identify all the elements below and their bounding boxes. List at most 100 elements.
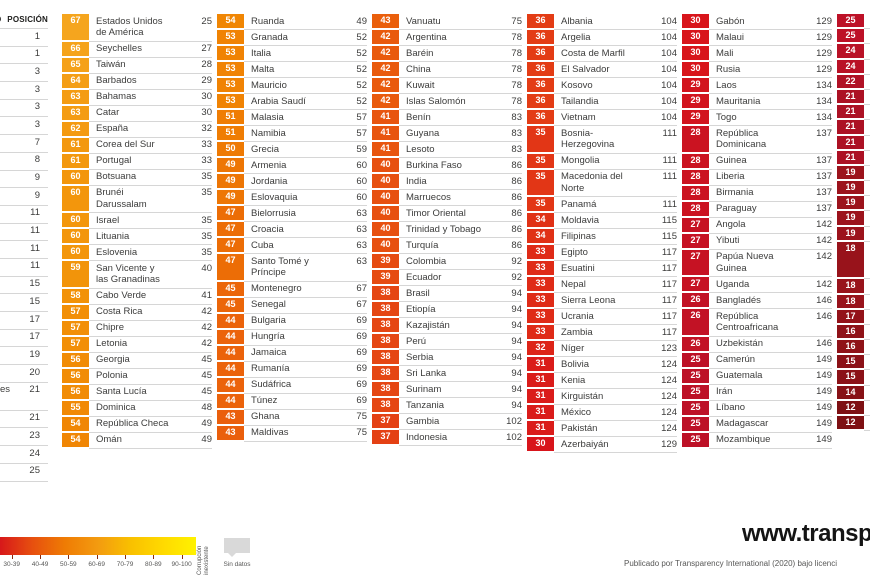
score-badge: 22 [837,74,864,88]
country-row: 53 Italia 52 [217,46,367,62]
score-badge: 49 [217,174,244,188]
country-cell: Yibuti 142 [709,234,832,250]
country-cell [864,401,870,416]
score-badge: 53 [217,46,244,60]
country-rank: 45 [201,370,212,381]
country-rank: 60 [356,175,367,187]
position-row: 24 [0,446,48,464]
country-rank: 60 [356,191,367,203]
country-rank: 52 [356,79,367,91]
country-cell: Albania 104 [554,14,677,30]
country-cell: Namibia 57 [244,126,367,142]
score-column: 54 Ruanda 49 53 Granada 52 53 Italia 52 53 Malta 52… [217,14,367,442]
country-rank: 86 [511,223,522,235]
position-row: 19 [0,347,48,366]
country-row: 47 Bielorrusia 63 [217,206,367,222]
country-cell: Armenia 60 [244,158,367,174]
country-row: 56 Polonia 45 [62,368,212,385]
country-row: 33 Zambia 117 [527,325,677,341]
country-rank: 129 [661,438,677,450]
country-name: Ruanda [251,15,285,27]
country-name: Sri Lanka [406,367,447,379]
country-rank: 94 [511,319,522,331]
country-rank: 63 [356,207,367,219]
country-cell: República Centroafricana 146 [709,309,832,337]
country-name: Cuba [251,239,274,251]
score-badge: 56 [62,368,89,383]
country-row: 61 Portugal 33 [62,153,212,170]
country-row: 42 Argentina 78 [372,30,522,46]
country-name: Mozambique [716,434,771,445]
score-badge: 43 [217,425,244,440]
country-name: Bulgaria [251,315,286,326]
country-rank: 117 [661,310,677,322]
country-row: 19 [837,165,870,182]
country-row: 40 India 86 [372,174,522,190]
country-name: Togo [716,111,737,123]
country-row: 30 Gabón 129 [682,14,832,30]
country-rank: 134 [816,95,832,107]
score-badge: 38 [372,318,399,332]
country-rank: 124 [661,358,677,370]
country-row: 49 Eslovaquia 60 [217,190,367,206]
position-value: 19 [29,348,40,360]
country-rank: 124 [661,406,677,418]
country-name: Uzbekistán [716,338,763,349]
country-rank: 52 [356,31,367,43]
country-cell: España 32 [89,122,212,138]
country-name: Camerún [716,354,756,365]
country-row: 59 San Vicente y las Granadinas 40 [62,261,212,289]
score-badge: 25 [682,416,709,431]
score-badge: 40 [372,238,399,252]
country-row: 22 [837,74,870,90]
country-row: 33 Esuatini 117 [527,261,677,277]
country-cell: Cabo Verde 41 [89,289,212,305]
legend-range-label: 50-59 [60,561,77,568]
score-badge: 12 [837,400,864,414]
country-row: 64 Barbados 29 [62,73,212,90]
country-row: 27 Uganda 142 [682,277,832,293]
country-cell: Catar 30 [89,106,212,122]
country-cell: Vanuatu 75 [399,14,522,30]
country-rank: 94 [511,287,522,299]
position-column-header: O POSICIÓN [0,13,48,29]
country-name: Turquía [406,239,439,251]
country-cell: Mali 129 [709,46,832,62]
country-name: Rusia [716,63,741,75]
score-badge: 57 [62,336,89,351]
score-badge: 55 [62,400,89,415]
country-rank: 94 [511,367,522,379]
score-badge: 44 [217,329,244,344]
score-badge: 41 [372,142,399,156]
score-badge: 28 [682,126,709,152]
country-cell: Sudáfrica 69 [244,378,367,394]
country-cell [864,60,870,75]
score-badge: 40 [372,206,399,220]
country-cell [864,370,870,386]
country-row: 40 Timor Oriental 86 [372,206,522,222]
country-name: Uganda [716,278,750,290]
country-rank: 137 [816,127,832,139]
position-value: 21 [29,412,40,424]
country-rank: 69 [356,347,367,358]
country-row: 29 Mauritania 134 [682,94,832,110]
country-cell: Uzbekistán 146 [709,337,832,353]
score-badge: 12 [837,416,864,430]
score-badge: 58 [62,288,89,303]
score-badge: 56 [62,384,89,399]
country-rank: 75 [511,15,522,27]
country-row: 51 Malasia 57 [217,110,367,126]
score-badge: 44 [217,313,244,328]
country-row: 25 [837,29,870,45]
position-row: 17 [0,330,48,348]
country-row: 28 Guinea 137 [682,153,832,170]
country-row: 19 [837,211,870,227]
country-row: 57 Costa Rica 42 [62,304,212,321]
country-name: Serbia [406,351,434,363]
country-rank: 94 [511,351,522,363]
country-cell: Cuba 63 [244,238,367,254]
country-rank: 117 [661,278,677,290]
score-badge: 28 [682,153,709,168]
country-name: Kuwait [406,79,435,91]
score-badge: 47 [217,254,244,280]
